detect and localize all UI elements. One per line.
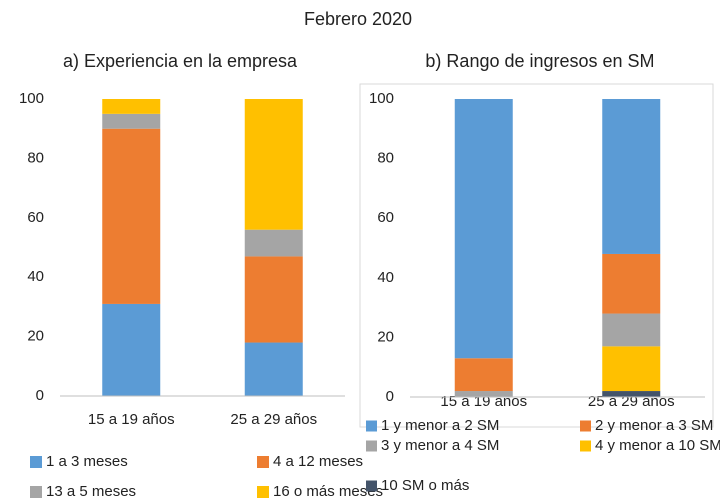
y-tick-label: 20 [27, 328, 44, 345]
bar-segment [454, 391, 513, 397]
legend-swatch [30, 486, 42, 498]
legend-swatch [580, 420, 591, 432]
bar-segment [102, 128, 161, 304]
legend-label: 1 a 3 meses [46, 453, 128, 470]
y-tick-label: 0 [386, 388, 394, 405]
y-tick-label: 20 [377, 328, 394, 345]
bar-segment [102, 303, 161, 396]
legend-swatch [257, 456, 269, 468]
legend-swatch [366, 480, 377, 492]
legend-label: 4 y menor a 10 SM [595, 437, 720, 454]
legend-label: 10 SM o más [381, 477, 469, 494]
y-tick-label: 100 [369, 90, 394, 107]
y-tick-label: 0 [36, 387, 44, 404]
legend-label: 16 o más meses [273, 483, 383, 500]
bar-segment [454, 99, 513, 359]
y-tick-label: 100 [19, 90, 44, 107]
bar-segment [102, 99, 161, 114]
bar-segment [244, 256, 303, 343]
bar-segment [602, 99, 661, 254]
x-tick-label: 15 a 19 años [88, 411, 175, 428]
y-tick-label: 80 [377, 150, 394, 167]
legend-swatch [257, 486, 269, 498]
bar-segment [244, 99, 303, 230]
y-tick-label: 40 [27, 268, 44, 285]
legend-swatch [366, 440, 377, 452]
legend-swatch [30, 456, 42, 468]
legend-label: 3 y menor a 4 SM [381, 437, 499, 454]
bar-segment [602, 253, 661, 314]
y-tick-label: 40 [377, 269, 394, 286]
bar-segment [244, 342, 303, 396]
legend-swatch [580, 440, 591, 452]
bar-segment [244, 229, 303, 257]
chart-subtitle: a) Experiencia en la empresa [63, 51, 298, 71]
x-tick-label: 25 a 29 años [230, 411, 317, 428]
y-tick-label: 60 [377, 209, 394, 226]
bar-segment [102, 113, 161, 129]
y-tick-label: 80 [27, 149, 44, 166]
plot-border [359, 83, 714, 428]
bar-segment [602, 313, 661, 347]
chart-subtitle: b) Rango de ingresos en SM [425, 51, 654, 71]
legend-swatch [366, 420, 377, 432]
bar-segment [602, 391, 661, 397]
page-title: Febrero 2020 [304, 9, 412, 29]
bar-segment [602, 346, 661, 392]
bar-segment [454, 358, 513, 392]
legend-label: 13 a 5 meses [46, 483, 136, 500]
legend-label: 2 y menor a 3 SM [595, 417, 713, 434]
legend-label: 4 a 12 meses [273, 453, 363, 470]
legend-label: 1 y menor a 2 SM [381, 417, 499, 434]
y-tick-label: 60 [27, 209, 44, 226]
